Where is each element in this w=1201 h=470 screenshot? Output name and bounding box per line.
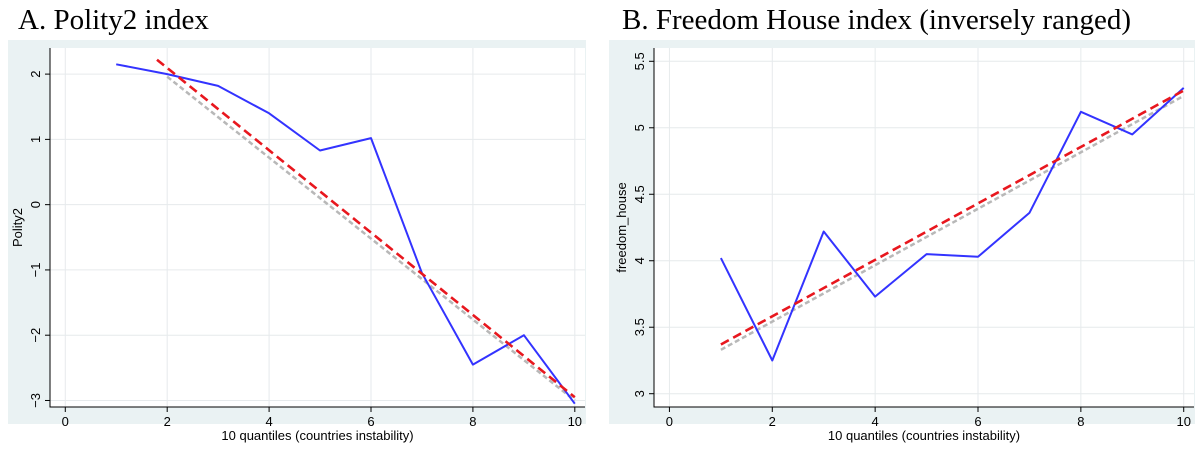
- chart-a-y-tick-label: 2: [28, 70, 43, 77]
- chart-a-x-tick-label: 8: [469, 414, 476, 429]
- chart-a-y-tick-label: −3: [28, 393, 43, 408]
- chart-a-y-tick-label: 1: [28, 136, 43, 143]
- chart-b-y-axis-title: freedom_house: [614, 182, 629, 272]
- chart-b-y-tick-label: 4.5: [632, 185, 647, 203]
- chart-b-x-axis-title: 10 quantiles (countries instability): [828, 428, 1020, 443]
- chart-a-y-axis-title: Polity2: [10, 208, 25, 247]
- chart-b-y-tick-label: 3: [632, 390, 647, 397]
- chart-a-group: 0 2 4 6 8 10 −3 −2 −1 0 1 2 10 quantiles (countries …: [8, 40, 586, 443]
- chart-b-data-line: [720, 87, 1185, 362]
- chart-a-x-tick-label: 2: [164, 414, 171, 429]
- chart-a-y-tick-label: −2: [28, 328, 43, 343]
- chart-b-y-tick-label: 5: [632, 124, 647, 131]
- chart-b-y-tick-label: 5.5: [632, 52, 647, 70]
- chart-a-plot-area: [50, 48, 585, 407]
- chart-b-x-tick-label: 6: [974, 414, 981, 429]
- chart-b-x-tick-label: 2: [769, 414, 776, 429]
- chart-a-y-tick-label: −1: [28, 263, 43, 278]
- chart-a-x-axis-title: 10 quantiles (countries instability): [221, 428, 413, 443]
- chart-a-x-tick-label: 0: [62, 414, 69, 429]
- chart-b-group: 0 2 4 6 8 10 3 3.5 4 4.5 5 5.5 10 quantiles (countri…: [609, 40, 1195, 443]
- chart-a-data-line: [116, 63, 576, 405]
- chart-b-x-tick-label: 8: [1077, 414, 1084, 429]
- chart-b-y-tick-label: 4: [632, 257, 647, 264]
- chart-a-x-tick-label: 4: [265, 414, 272, 429]
- chart-b-fit-line-red: [720, 89, 1185, 346]
- chart-b-x-tick-label: 4: [872, 414, 879, 429]
- chart-b-plot-area: [654, 48, 1194, 407]
- chart-b-title: B. Freedom House index (inversely ranged…: [622, 4, 1131, 36]
- chart-a-fit-line-gray: [166, 75, 576, 402]
- chart-a-x-tick-label: 6: [367, 414, 374, 429]
- chart-a-fit-line-red: [156, 58, 576, 399]
- chart-a-y-tick-label: 0: [28, 201, 43, 208]
- chart-b-x-tick-label: 10: [1176, 414, 1190, 429]
- chart-a-x-tick-label: 10: [568, 414, 582, 429]
- chart-b-x-tick-label: 0: [666, 414, 673, 429]
- chart-b-y-tick-label: 3.5: [632, 318, 647, 336]
- chart-a-title: A. Polity2 index: [18, 4, 209, 36]
